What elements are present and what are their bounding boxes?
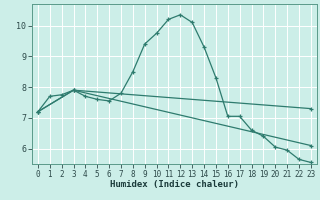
- X-axis label: Humidex (Indice chaleur): Humidex (Indice chaleur): [110, 180, 239, 189]
